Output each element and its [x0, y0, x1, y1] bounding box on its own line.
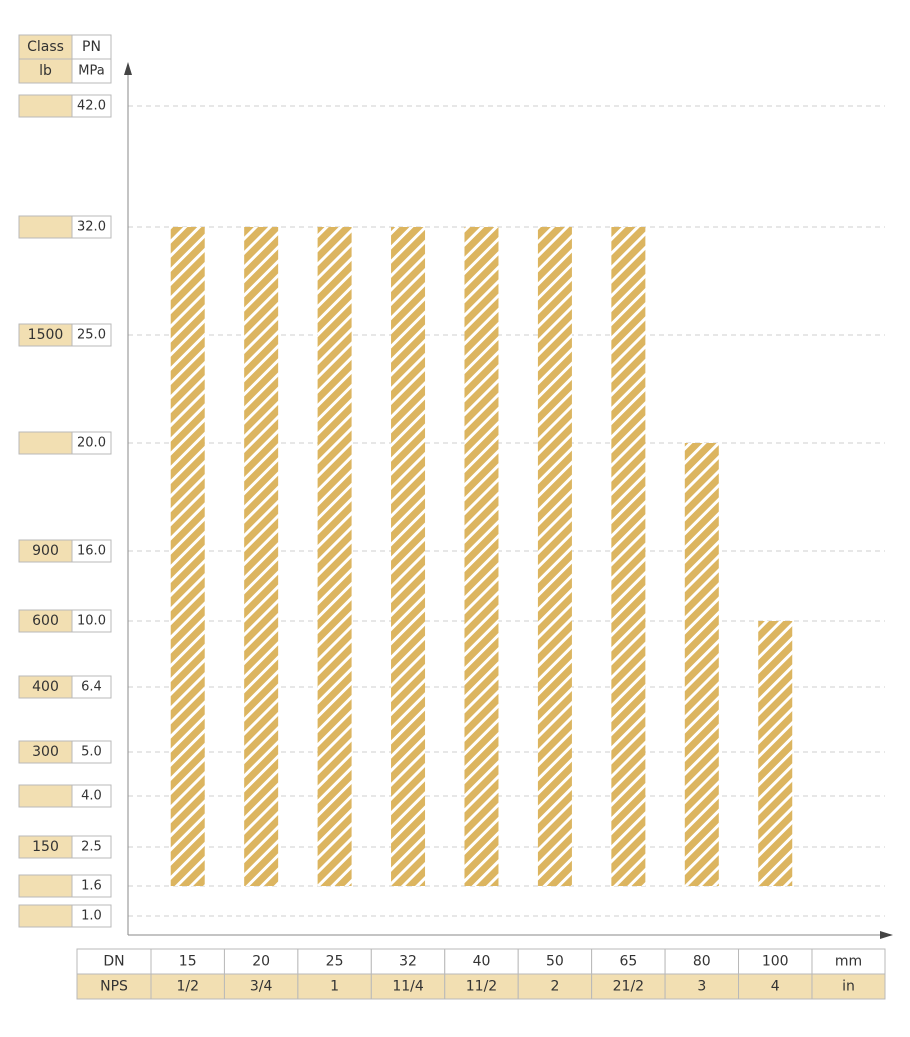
bar [611, 227, 646, 886]
pn-tick-label: 1.6 [81, 879, 102, 894]
mm-unit-label: mm [835, 954, 862, 970]
pn-cell [71, 431, 112, 455]
nps-label-cell [76, 973, 152, 1000]
bar [170, 227, 205, 886]
nps-cell [517, 973, 593, 1000]
class-cell [18, 874, 73, 898]
bar [758, 621, 793, 886]
pn-header-label: PN [82, 39, 101, 55]
pn-cell [71, 94, 112, 118]
nps-cell [444, 973, 519, 1000]
pn-header-cell [71, 34, 112, 60]
pn-tick-label: 4.0 [81, 789, 102, 804]
dn-cell [738, 948, 813, 975]
class-cell [18, 94, 73, 118]
size-table: DN NPS 15 1/2 20 3/4 25 1 32 11/4 40 11/2 50 2 65 21/… [76, 948, 886, 1000]
nps-tick-label: 21/2 [613, 979, 644, 995]
pn-cell [71, 539, 112, 563]
in-unit-cell [811, 973, 886, 1000]
dn-tick-label: 80 [693, 954, 711, 970]
pn-cell [71, 784, 112, 808]
pn-tick-label: 42.0 [77, 99, 106, 114]
pn-cell [71, 323, 112, 347]
dn-cell [150, 948, 225, 975]
size-columns: 15 1/2 20 3/4 25 1 32 11/4 40 11/2 50 2 65 21/2 80 3 100… [150, 948, 813, 1000]
in-unit-label: in [842, 979, 855, 995]
y-axis-arrow [124, 62, 132, 75]
mpa-header-label: MPa [78, 64, 104, 79]
nps-tick-label: 1/2 [176, 979, 199, 995]
pn-cell [71, 609, 112, 633]
dn-tick-label: 15 [179, 954, 197, 970]
pn-tick-label: 2.5 [81, 840, 102, 855]
dn-tick-label: 32 [399, 954, 417, 970]
nps-tick-label: 3 [697, 979, 706, 995]
class-cell [18, 904, 73, 928]
nps-tick-label: 11/2 [466, 979, 497, 995]
nps-tick-label: 3/4 [250, 979, 273, 995]
class-cell [18, 215, 73, 239]
nps-tick-label: 2 [550, 979, 559, 995]
pn-cell [71, 835, 112, 859]
class-label: 300 [32, 744, 59, 760]
class-cell [18, 431, 73, 455]
pn-tick-label: 5.0 [81, 745, 102, 760]
bar [391, 227, 426, 886]
pressure-labels: 42.0 32.0 1500 25.0 20.0 900 16.0 600 10.0 400 6.4… [18, 94, 112, 928]
lb-header-label: lb [39, 63, 52, 79]
nps-cell [591, 973, 666, 1000]
dn-tick-label: 20 [252, 954, 270, 970]
nps-tick-label: 1 [330, 979, 339, 995]
dn-tick-label: 25 [326, 954, 344, 970]
x-axis-arrow [880, 931, 893, 939]
class-header-label: Class [27, 39, 64, 55]
class-label: 900 [32, 543, 59, 559]
class-label: 1500 [28, 327, 64, 343]
mm-unit-cell [811, 948, 886, 975]
nps-label: NPS [100, 979, 128, 995]
dn-cell [297, 948, 372, 975]
nps-tick-label: 4 [771, 979, 780, 995]
dn-tick-label: 40 [473, 954, 491, 970]
pn-tick-label: 32.0 [77, 220, 106, 235]
class-cell [18, 784, 73, 808]
pn-cell [71, 904, 112, 928]
nps-cell [223, 973, 299, 1000]
pn-cell [71, 874, 112, 898]
nps-cell [664, 973, 740, 1000]
pn-tick-label: 16.0 [77, 544, 106, 559]
nps-cell [738, 973, 813, 1000]
dn-label: DN [103, 954, 124, 970]
pn-tick-label: 25.0 [77, 328, 106, 343]
pn-cell [71, 675, 112, 699]
pn-tick-label: 20.0 [77, 436, 106, 451]
bar [244, 227, 279, 886]
class-label: 400 [32, 679, 59, 695]
pn-tick-label: 1.0 [81, 909, 102, 924]
dn-cell [444, 948, 519, 975]
bars [170, 227, 793, 886]
dn-tick-label: 100 [762, 954, 789, 970]
dn-tick-label: 50 [546, 954, 564, 970]
dn-cell [223, 948, 299, 975]
pn-tick-label: 6.4 [81, 680, 102, 695]
class-label: 600 [32, 613, 59, 629]
nps-tick-label: 11/4 [392, 979, 424, 995]
pn-cell [71, 215, 112, 239]
pn-cell [71, 740, 112, 764]
bar [464, 227, 499, 886]
mpa-header-cell [71, 58, 112, 84]
bar [684, 443, 719, 886]
bar [537, 227, 572, 886]
nps-cell [150, 973, 225, 1000]
pn-tick-label: 10.0 [77, 614, 106, 629]
nps-cell [370, 973, 446, 1000]
dn-tick-label: 65 [619, 954, 637, 970]
bar [317, 227, 352, 886]
class-label: 150 [32, 839, 59, 855]
